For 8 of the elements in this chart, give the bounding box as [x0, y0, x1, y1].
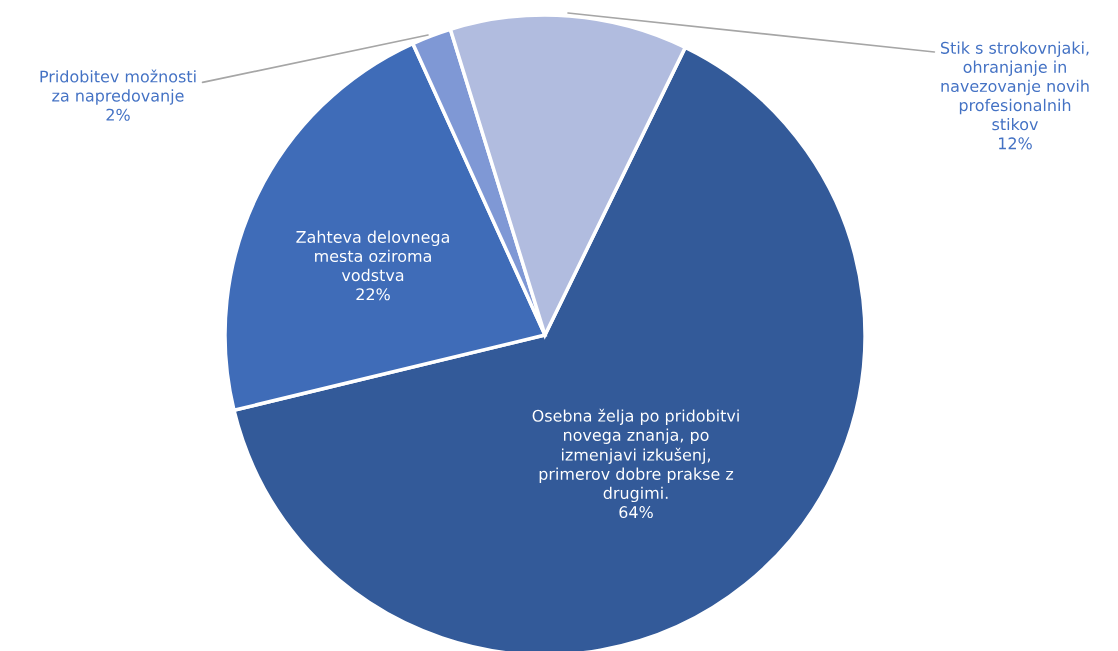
slice-label: Zahteva delovnega mesta oziroma vodstva [296, 230, 449, 282]
data-label: 22% [356, 288, 390, 301]
slice-label: Osebna želja po pridobitvi novega znanja, po izmenjavi izkušenj, primerov dobre prakse z drugimi. [532, 408, 739, 503]
data-label: 64% [619, 506, 653, 519]
slice-label: Pridobitev možnosti za napredovanje [40, 69, 196, 105]
data-label: 2% [106, 108, 130, 121]
data-label: 12% [999, 137, 1032, 150]
slice-label: Stik s strokovnjaki, ohranjanje in navezovanje novih profesionalnih stikov [940, 41, 1089, 131]
